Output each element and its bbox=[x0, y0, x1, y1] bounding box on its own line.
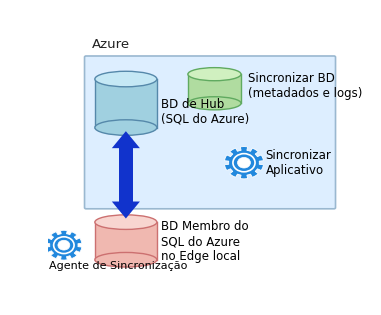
Ellipse shape bbox=[188, 68, 241, 81]
Text: BD de Hub
(SQL do Azure): BD de Hub (SQL do Azure) bbox=[161, 98, 250, 126]
Text: Azure: Azure bbox=[92, 38, 130, 51]
Ellipse shape bbox=[233, 154, 255, 172]
Ellipse shape bbox=[95, 215, 157, 229]
Text: Agente de Sincronização: Agente de Sincronização bbox=[49, 261, 187, 271]
Ellipse shape bbox=[95, 252, 157, 267]
Text: Sincronizar BD
(metadados e logs): Sincronizar BD (metadados e logs) bbox=[248, 72, 363, 100]
Ellipse shape bbox=[95, 120, 157, 135]
Text: Sincronizar
Aplicativo: Sincronizar Aplicativo bbox=[266, 149, 331, 177]
Ellipse shape bbox=[58, 240, 70, 250]
Ellipse shape bbox=[54, 237, 74, 254]
Polygon shape bbox=[112, 131, 140, 148]
FancyBboxPatch shape bbox=[85, 56, 336, 209]
Polygon shape bbox=[119, 148, 133, 202]
Polygon shape bbox=[224, 146, 264, 179]
Ellipse shape bbox=[188, 97, 241, 110]
Polygon shape bbox=[95, 79, 157, 128]
Polygon shape bbox=[112, 202, 140, 219]
Polygon shape bbox=[95, 222, 157, 260]
Polygon shape bbox=[46, 230, 82, 260]
Ellipse shape bbox=[95, 71, 157, 87]
Polygon shape bbox=[188, 74, 241, 103]
Text: BD Membro do
SQL do Azure
no Edge local: BD Membro do SQL do Azure no Edge local bbox=[161, 220, 249, 263]
Ellipse shape bbox=[237, 158, 250, 168]
